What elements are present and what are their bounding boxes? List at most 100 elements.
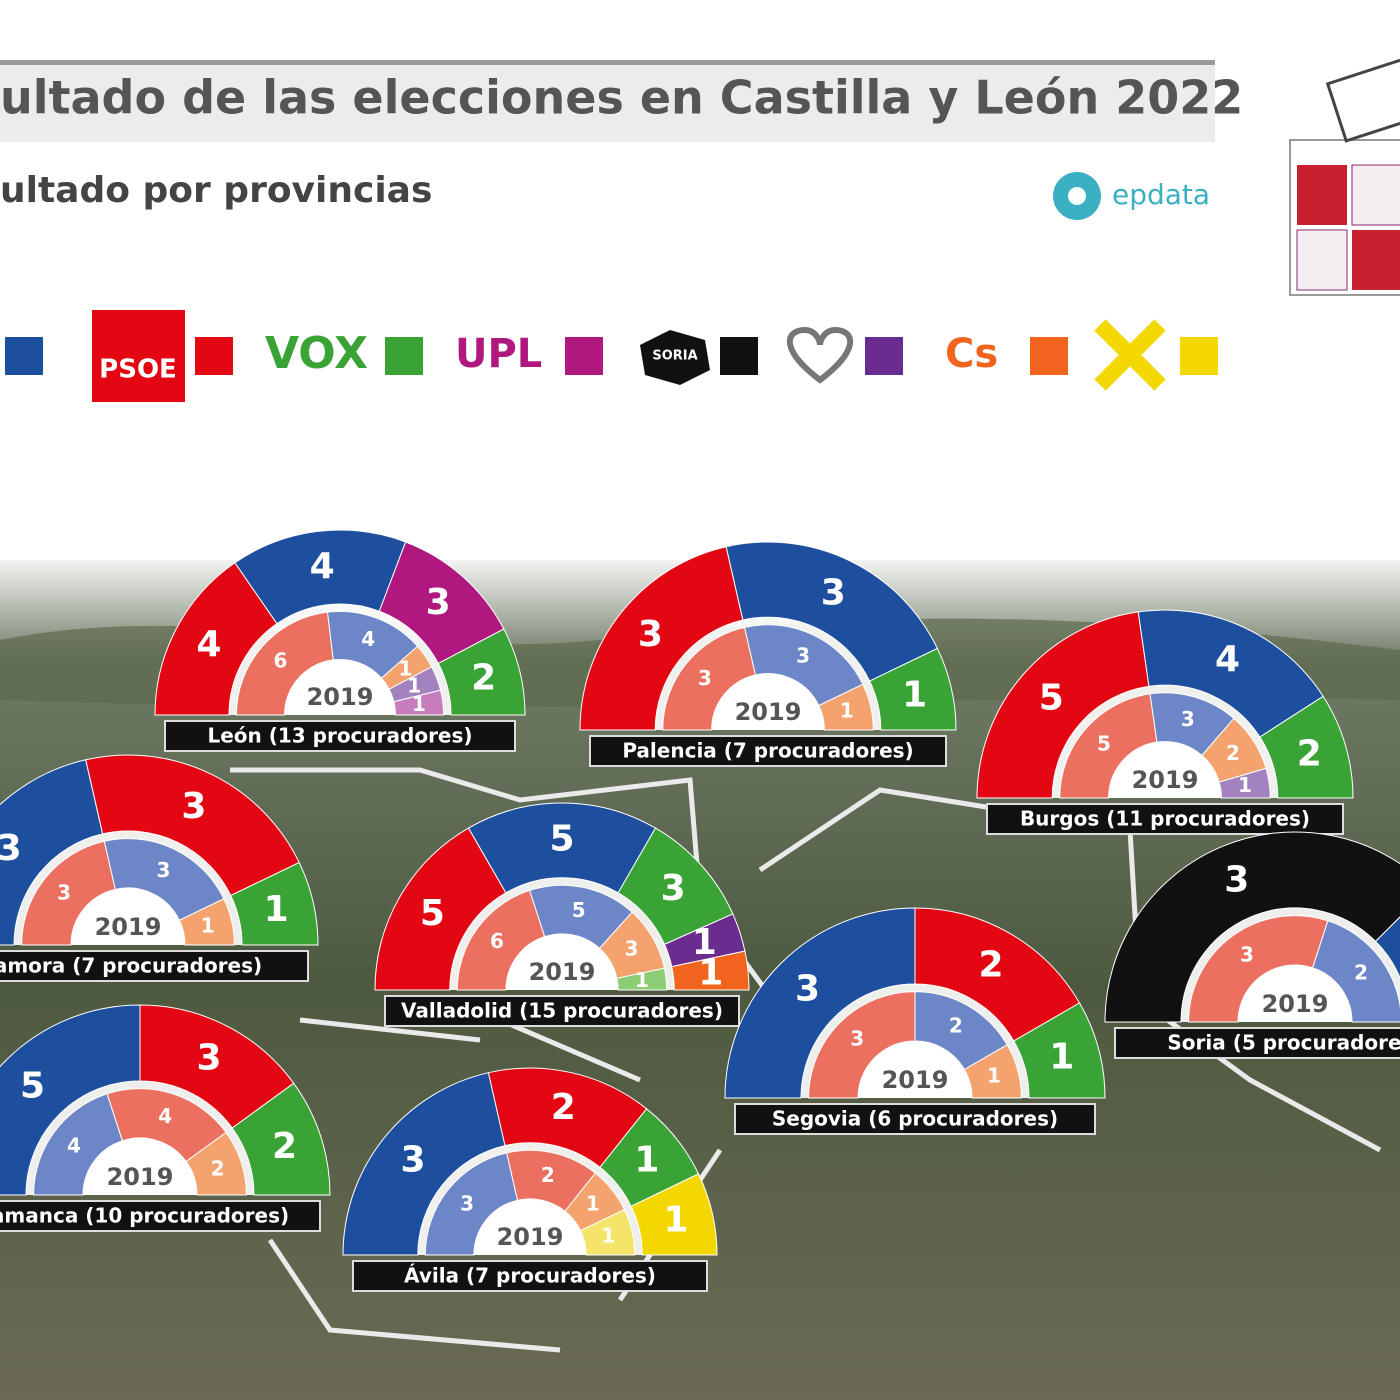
previous-seat-value-label: 2 <box>541 1163 555 1187</box>
legend-swatch <box>1030 337 1068 375</box>
previous-seat-value-label: 1 <box>601 1224 615 1248</box>
chart-title: Soria (5 procuradores) <box>1167 1031 1400 1055</box>
ballot <box>1325 57 1400 143</box>
center-disc <box>473 1198 587 1255</box>
legend-swatch <box>565 337 603 375</box>
legend-swatch <box>1180 337 1218 375</box>
previous-seat-value-label: 1 <box>635 968 649 992</box>
center-disc <box>858 1041 972 1098</box>
previous-seat-value-label: 5 <box>1097 732 1111 756</box>
seat-value-label: 3 <box>196 1038 221 1079</box>
seat-value-label: 1 <box>264 889 289 930</box>
previous-year: 2019 <box>497 1223 564 1251</box>
seat-value-label: 3 <box>426 582 451 623</box>
title-bar <box>0 1200 321 1232</box>
title-bar <box>164 720 516 752</box>
previous-seat-value-label: 3 <box>698 666 712 690</box>
previous-seat-value-label: 2 <box>211 1156 225 1180</box>
previous-seat-value-label: 6 <box>490 929 504 953</box>
center-disc <box>1108 741 1222 798</box>
province-chart: 3 3 1 3 3 1 2019 amora (7 procuradores) <box>0 754 319 982</box>
seat-value-label: 1 <box>634 1140 659 1181</box>
lion-quarter <box>1351 164 1400 226</box>
previous-seat-value-label: 2 <box>949 1014 963 1038</box>
castle-quarter <box>1297 165 1347 225</box>
legend-label: SORIA <box>652 349 697 364</box>
seat-value-label: 5 <box>20 1066 45 1107</box>
title-bar <box>1114 1027 1400 1059</box>
brand-name: epdata <box>1112 178 1210 211</box>
title-bar <box>352 1260 708 1292</box>
chart-title: Valladolid (15 procuradores) <box>401 999 723 1023</box>
previous-seat-value-label: 1 <box>201 913 215 937</box>
seat-value-label: 1 <box>663 1200 688 1241</box>
seat-value-label: 3 <box>1224 860 1249 901</box>
seat-value-label: 5 <box>1039 678 1064 719</box>
legend-label: VOX <box>265 328 368 379</box>
chart-title: amora (7 procuradores) <box>0 954 262 978</box>
previous-seat-value-label: 1 <box>399 656 413 680</box>
title-banner <box>0 60 1215 142</box>
legend-logo <box>640 330 710 385</box>
center-disc <box>1238 965 1352 1022</box>
legend-swatch <box>720 337 758 375</box>
previous-seat-value-label: 2 <box>1354 960 1368 984</box>
seat-value-label: 2 <box>471 658 496 699</box>
previous-seat-value-label: 3 <box>796 644 810 668</box>
previous-year: 2019 <box>1262 990 1329 1018</box>
legend-label: PSOE <box>99 355 177 385</box>
previous-year: 2019 <box>882 1066 949 1094</box>
seat-value-label: 1 <box>902 675 927 716</box>
province-chart: 31322019Soria (5 procuradores) <box>1104 831 1400 1059</box>
title-banner-edge <box>0 60 1215 65</box>
seat-value-label: 5 <box>420 893 445 934</box>
province-borders <box>230 767 1382 1353</box>
previous-seat-value-label: 1 <box>987 1063 1001 1087</box>
previous-seat-value-label: 4 <box>361 627 375 651</box>
province-chart: 3 3 1 3 3 1 2019 Palencia (7 procuradores) <box>579 541 957 767</box>
chart-title: Ávila (7 procuradores) <box>404 1264 656 1288</box>
seat-value-label: 2 <box>1297 734 1322 775</box>
seat-value-label: 2 <box>551 1087 576 1128</box>
title-bar <box>384 995 740 1027</box>
legend: PSOE VOX UPL SORIA Cs <box>5 310 1218 402</box>
seat-value-label: 1 <box>698 952 723 993</box>
legend-label: UPL <box>455 331 542 377</box>
seat-value-label: 2 <box>272 1126 297 1167</box>
title-bar <box>734 1103 1096 1135</box>
previous-year: 2019 <box>307 683 374 711</box>
center-disc <box>83 1138 197 1195</box>
title-bar <box>986 803 1344 835</box>
previous-year: 2019 <box>529 958 596 986</box>
previous-seat-value-label: 4 <box>67 1133 81 1157</box>
seat-value-label: 3 <box>181 786 206 827</box>
previous-seat-value-label: 3 <box>1240 942 1254 966</box>
previous-year: 2019 <box>735 698 802 726</box>
brand-logo-dot <box>1068 187 1086 205</box>
legend-swatch <box>195 337 233 375</box>
previous-seat-value-label: 6 <box>273 649 287 673</box>
chart-title: amanca (10 procuradores) <box>0 1204 289 1228</box>
previous-seat-value-label: 1 <box>407 673 421 697</box>
title: ultado de las elecciones en Castilla y L… <box>0 71 1243 125</box>
seat-value-label: 3 <box>0 828 22 869</box>
previous-year: 2019 <box>1132 766 1199 794</box>
chart-title: Burgos (11 procuradores) <box>1020 807 1310 831</box>
legend-swatch <box>5 337 43 375</box>
previous-seat-value-label: 1 <box>412 692 426 716</box>
seat-value-label: 3 <box>401 1140 426 1181</box>
province-chart: 5 4 2 5 3 2 1 2019 Burgos (11 procuradores) <box>976 609 1354 835</box>
seat-value-label: 3 <box>821 572 846 613</box>
previous-seat-value-label: 2 <box>1226 741 1240 765</box>
chart-title: Segovia (6 procuradores) <box>772 1107 1058 1131</box>
previous-year: 2019 <box>107 1163 174 1191</box>
previous-year: 2019 <box>95 913 162 941</box>
seat-value-label: 4 <box>196 624 221 665</box>
previous-seat-value-label: 3 <box>460 1191 474 1215</box>
